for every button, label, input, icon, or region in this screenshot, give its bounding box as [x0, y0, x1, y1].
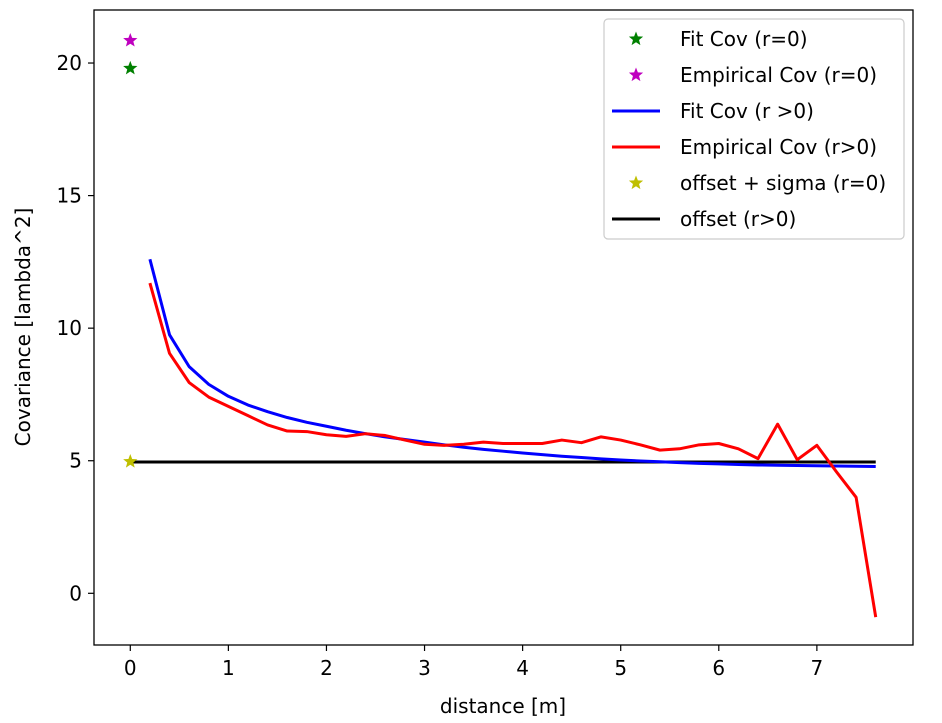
series-marker-fit-cov-r-0 [123, 60, 138, 75]
x-tick-label: 2 [320, 656, 333, 680]
legend-swatch-fit-cov-r-0 [628, 31, 644, 46]
series-layer [123, 32, 878, 618]
x-tick-label: 3 [418, 656, 431, 680]
legend-box [603, 18, 905, 240]
y-tick-label: 20 [57, 51, 82, 75]
series-marker-offset-sigma-r-0 [123, 454, 138, 468]
series-marker-empirical-cov-r-0 [123, 32, 138, 47]
y-tick-label: 0 [69, 581, 82, 605]
legend-label-empirical-cov-r-0: Empirical Cov (r>0) [680, 135, 877, 159]
series-line-fit-cov-r-0 [148, 258, 876, 469]
x-tick-label: 1 [222, 656, 235, 680]
legend-label-offset-r-0: offset (r>0) [680, 207, 796, 231]
series-line-empirical-cov-r-0 [148, 282, 878, 618]
plot-frame [93, 9, 914, 646]
legend-label-offset-sigma-r-0: offset + sigma (r=0) [680, 171, 886, 195]
legend-label-fit-cov-r-0: Fit Cov (r >0) [680, 99, 814, 123]
legend: Fit Cov (r=0) Empirical Cov (r=0) Fit Cov … [603, 18, 905, 240]
y-tick-label: 5 [69, 449, 82, 473]
y-tick-label: 15 [57, 184, 82, 208]
legend-label-fit-cov-r-0: Fit Cov (r=0) [680, 27, 808, 51]
legend-swatch-empirical-cov-r-0 [628, 67, 644, 82]
x-tick-label: 7 [811, 656, 824, 680]
x-tick-label: 0 [124, 656, 137, 680]
y-tick-label: 10 [57, 316, 82, 340]
y-axis-label: Covariance [lambda^2] [11, 208, 35, 447]
x-axis-label: distance [m] [440, 694, 566, 718]
x-axis: 0 1 2 3 4 5 6 7 [124, 645, 823, 680]
x-tick-label: 5 [614, 656, 627, 680]
x-tick-label: 4 [516, 656, 529, 680]
legend-label-empirical-cov-r-0: Empirical Cov (r=0) [680, 63, 877, 87]
y-axis: 0 5 10 15 20 [57, 51, 94, 605]
legend-swatch-offset-sigma-r-0 [628, 175, 644, 190]
x-tick-label: 6 [712, 656, 725, 680]
